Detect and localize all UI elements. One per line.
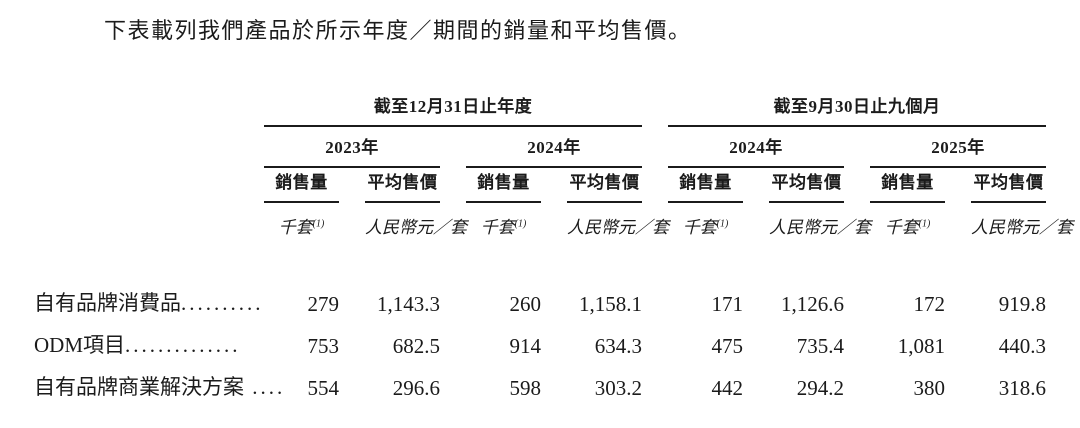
value-cell: 554 xyxy=(307,376,340,400)
value-cell: 735.4 xyxy=(796,334,844,358)
footnote-ref: (1) xyxy=(918,218,931,230)
unit-asp-cell: 人民幣元／套 xyxy=(743,203,871,248)
dot-leader: .............. xyxy=(125,333,241,357)
value-cell: 634.3 xyxy=(594,334,642,358)
sub-header-volume-cell: 銷售量 xyxy=(440,168,541,203)
row-label-own-brand-consumer: 自有品牌消費品.......... xyxy=(34,291,264,315)
year-2023-label: 2023年 xyxy=(264,133,440,168)
unit-volume: 千套(1) xyxy=(682,218,729,237)
value-cell: 279 xyxy=(307,292,340,316)
year-2024-cell: 2024年 xyxy=(440,127,642,168)
year-2024-9m-label: 2024年 xyxy=(668,133,844,168)
sub-header-asp: 平均售價 xyxy=(971,168,1046,203)
value-cell: 1,081 xyxy=(897,334,945,358)
sub-header-asp: 平均售價 xyxy=(567,168,642,203)
value-cell: 1,158.1 xyxy=(579,292,642,316)
value-cell: 318.6 xyxy=(998,376,1046,400)
footnote-ref: (1) xyxy=(514,218,527,230)
unit-volume-cell: 千套(1) xyxy=(238,203,339,248)
sub-header-asp-cell: 平均售價 xyxy=(541,168,642,203)
year-header-row: 2023年 2024年 2024年 2025年 xyxy=(34,127,1046,168)
value-cell: 440.3 xyxy=(998,334,1046,358)
sub-header-asp-cell: 平均售價 xyxy=(945,168,1046,203)
unit-asp: 人民幣元／套 xyxy=(365,218,467,237)
value-cell: 171 xyxy=(711,292,744,316)
intro-text: 下表載列我們產品於所示年度／期間的銷量和平均售價。 xyxy=(104,18,692,43)
value-cell: 172 xyxy=(913,292,946,316)
empty-cell xyxy=(34,85,238,127)
empty-cell xyxy=(34,127,238,168)
sub-header-volume-cell: 銷售量 xyxy=(642,168,743,203)
sub-header-asp-cell: 平均售價 xyxy=(339,168,440,203)
year-2024-label: 2024年 xyxy=(466,133,642,168)
sub-header-asp: 平均售價 xyxy=(769,168,844,203)
dot-leader: .......... xyxy=(181,291,264,315)
unit-volume: 千套(1) xyxy=(278,218,325,237)
footnote-ref: (1) xyxy=(312,218,325,230)
value-cell: 682.5 xyxy=(392,334,440,358)
unit-asp-cell: 人民幣元／套 xyxy=(541,203,669,248)
sub-header-volume-cell: 銷售量 xyxy=(238,168,339,203)
sub-header-volume: 銷售量 xyxy=(668,168,743,203)
sub-header-volume: 銷售量 xyxy=(264,168,339,203)
year-2024-9m-cell: 2024年 xyxy=(642,127,844,168)
value-cell: 442 xyxy=(711,376,744,400)
value-cell: 380 xyxy=(913,376,946,400)
year-2025-9m-label: 2025年 xyxy=(870,133,1046,168)
sub-header-asp-cell: 平均售價 xyxy=(743,168,844,203)
unit-asp: 人民幣元／套 xyxy=(971,218,1073,237)
table-row: 自有品牌消費品.......... 279 1,143.3 260 1,158.… xyxy=(34,283,1046,325)
unit-volume-cell: 千套(1) xyxy=(440,203,541,248)
year-2023-cell: 2023年 xyxy=(238,127,440,168)
unit-asp: 人民幣元／套 xyxy=(567,218,669,237)
value-cell: 598 xyxy=(509,376,542,400)
value-cell: 294.2 xyxy=(796,376,844,400)
sub-header-volume: 銷售量 xyxy=(870,168,945,203)
value-cell: 260 xyxy=(509,292,542,316)
row-label-odm: ODM項目.............. xyxy=(34,333,241,357)
sub-header-volume: 銷售量 xyxy=(466,168,541,203)
spacer-cell xyxy=(34,248,1046,283)
value-cell: 1,126.6 xyxy=(781,292,844,316)
value-cell: 1,143.3 xyxy=(377,292,440,316)
value-cell: 296.6 xyxy=(392,376,440,400)
empty-cell xyxy=(34,203,238,248)
column-group-row: 截至12月31日止年度 截至9月30日止九個月 xyxy=(34,85,1046,127)
value-cell: 753 xyxy=(307,334,340,358)
sub-header-volume-cell: 銷售量 xyxy=(844,168,945,203)
dot-leader: .... xyxy=(244,375,286,399)
value-cell: 919.8 xyxy=(998,292,1046,316)
sales-asp-table: 截至12月31日止年度 截至9月30日止九個月 2023年 2024年 2024… xyxy=(34,85,1073,409)
unit-volume-cell: 千套(1) xyxy=(844,203,945,248)
row-label-own-brand-business: 自有品牌商業解決方案 .... xyxy=(34,375,286,399)
table-row: ODM項目.............. 753 682.5 914 634.3 … xyxy=(34,325,1046,367)
col-group-9m-cell: 截至9月30日止九個月 xyxy=(642,85,1046,127)
unit-volume: 千套(1) xyxy=(884,218,931,237)
unit-volume-cell: 千套(1) xyxy=(642,203,743,248)
empty-cell xyxy=(34,168,238,203)
units-row: 千套(1) 人民幣元／套 千套(1) 人民幣元／套 千套(1) 人民幣元／套 千… xyxy=(34,203,1073,248)
unit-asp: 人民幣元／套 xyxy=(769,218,871,237)
value-cell: 475 xyxy=(711,334,744,358)
table-spacer xyxy=(34,248,1046,283)
unit-volume: 千套(1) xyxy=(480,218,527,237)
year-2025-9m-cell: 2025年 xyxy=(844,127,1046,168)
value-cell: 914 xyxy=(509,334,542,358)
sub-header-asp: 平均售價 xyxy=(365,168,440,203)
sub-header-row: 銷售量 平均售價 銷售量 平均售價 銷售量 平均售價 銷售量 平均售價 xyxy=(34,168,1046,203)
col-group-fy-label: 截至12月31日止年度 xyxy=(264,92,642,127)
unit-asp-cell: 人民幣元／套 xyxy=(945,203,1073,248)
col-group-9m-label: 截至9月30日止九個月 xyxy=(668,92,1046,127)
value-cell: 303.2 xyxy=(594,376,642,400)
unit-asp-cell: 人民幣元／套 xyxy=(339,203,467,248)
table-row: 自有品牌商業解決方案 .... 554 296.6 598 303.2 442 … xyxy=(34,367,1046,409)
col-group-fy-cell: 截至12月31日止年度 xyxy=(238,85,642,127)
footnote-ref: (1) xyxy=(716,218,729,230)
